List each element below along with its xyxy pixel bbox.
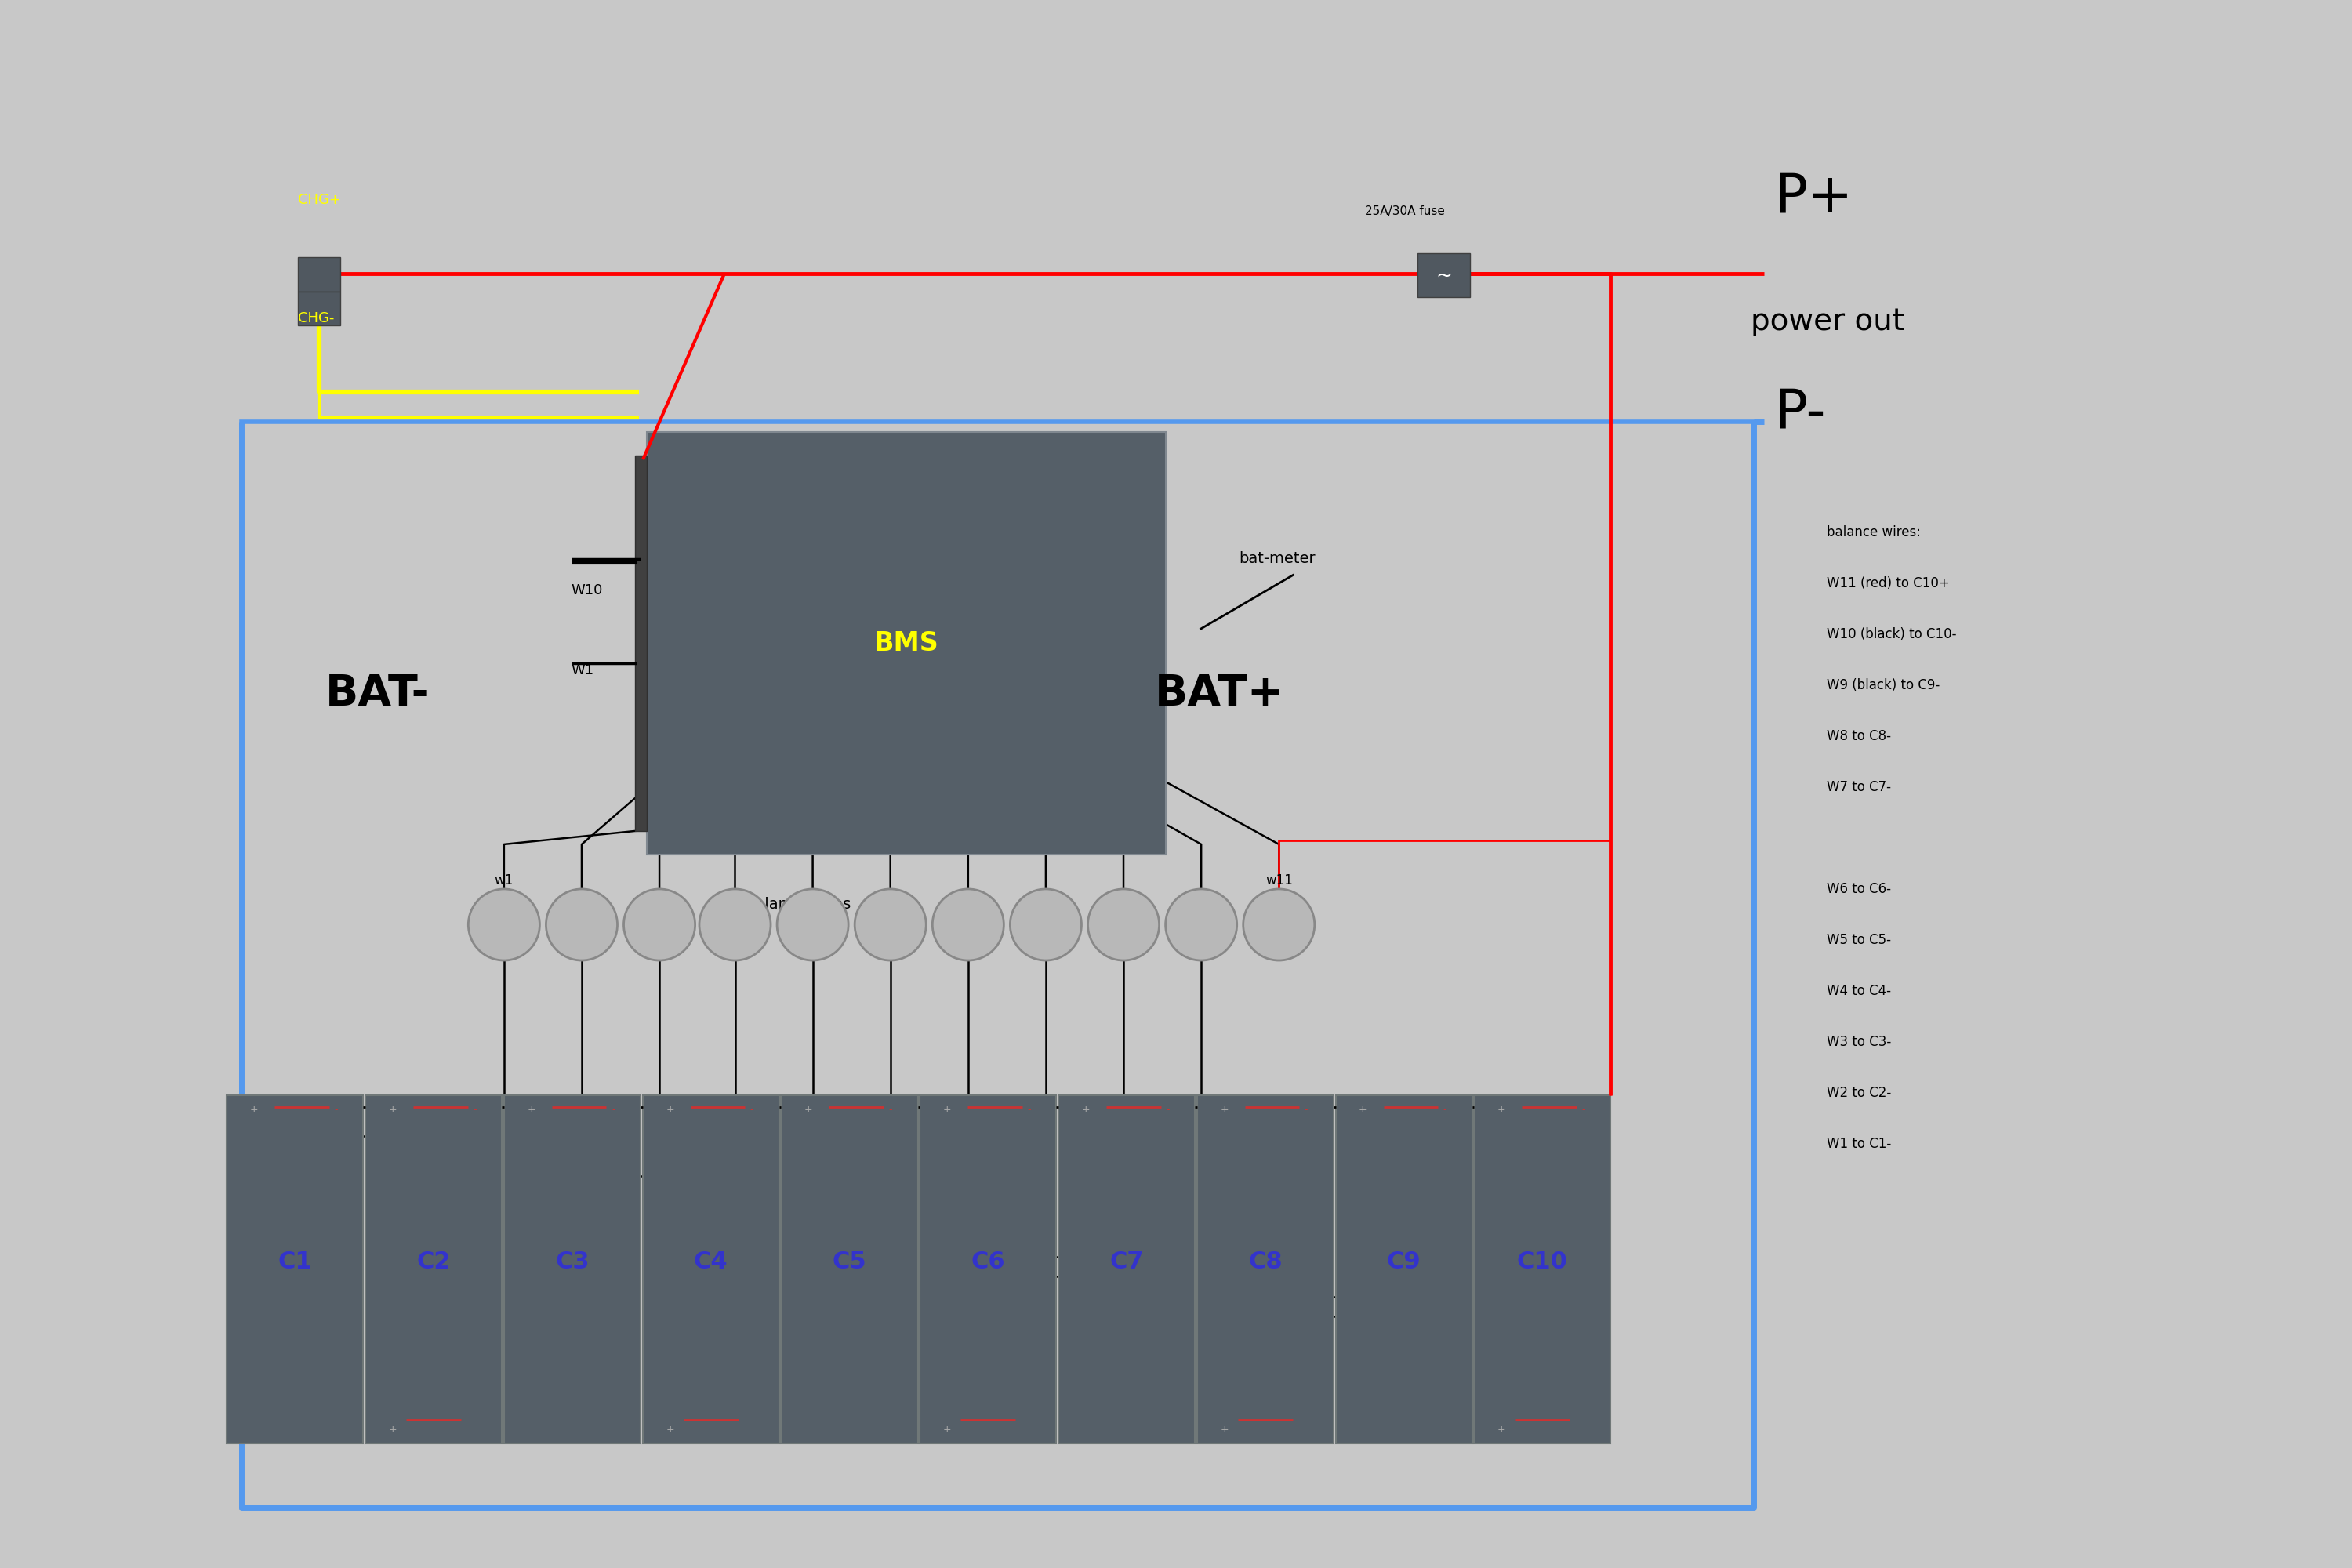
Bar: [365, 1096, 501, 1444]
Text: P-: P-: [1773, 386, 1825, 439]
Bar: [1475, 1096, 1611, 1444]
Bar: [642, 1096, 779, 1444]
Text: W1 to C1-: W1 to C1-: [1828, 1137, 1891, 1151]
Text: C10: C10: [1517, 1250, 1569, 1273]
Text: W10 (black) to C10-: W10 (black) to C10-: [1828, 627, 1957, 641]
Bar: [1197, 1096, 1334, 1444]
Text: CHG+: CHG+: [299, 193, 341, 207]
Circle shape: [468, 889, 539, 961]
Text: -: -: [750, 1104, 753, 1115]
Text: +: +: [804, 1104, 814, 1115]
Bar: [503, 1096, 640, 1444]
Text: +: +: [943, 1424, 950, 1435]
Text: C8: C8: [1249, 1250, 1282, 1273]
Text: -: -: [473, 1104, 477, 1115]
Text: +: +: [1498, 1104, 1505, 1115]
Text: +: +: [1082, 1104, 1089, 1115]
Text: C7: C7: [1110, 1250, 1143, 1273]
Bar: [920, 1096, 1056, 1444]
Circle shape: [931, 889, 1004, 961]
Circle shape: [1087, 889, 1160, 961]
Bar: [1418, 254, 1470, 298]
Text: +: +: [666, 1104, 675, 1115]
Text: C2: C2: [416, 1250, 452, 1273]
Text: +: +: [943, 1104, 950, 1115]
Bar: [242, 422, 1755, 1508]
Bar: [226, 1096, 362, 1444]
Text: -: -: [889, 1104, 891, 1115]
Text: W6 to C6-: W6 to C6-: [1828, 883, 1891, 897]
Text: BAT+: BAT+: [1155, 673, 1284, 715]
Circle shape: [1244, 889, 1315, 961]
Circle shape: [1009, 889, 1082, 961]
Bar: [299, 257, 341, 292]
Text: W10: W10: [572, 583, 602, 597]
Circle shape: [699, 889, 771, 961]
Text: C6: C6: [971, 1250, 1004, 1273]
Text: +: +: [388, 1104, 397, 1115]
Text: +: +: [1221, 1424, 1228, 1435]
Bar: [647, 433, 1167, 855]
Text: C1: C1: [278, 1250, 313, 1273]
Text: P+: P+: [1773, 171, 1853, 223]
Text: +: +: [1221, 1104, 1228, 1115]
Circle shape: [623, 889, 696, 961]
Text: CHG-: CHG-: [299, 312, 334, 326]
Text: -: -: [334, 1104, 339, 1115]
Text: w11: w11: [1265, 873, 1294, 887]
Circle shape: [546, 889, 616, 961]
Text: -: -: [1581, 1104, 1585, 1115]
Text: 25A/30A fuse: 25A/30A fuse: [1364, 205, 1444, 216]
Text: w1: w1: [494, 873, 513, 887]
Text: BAT-: BAT-: [325, 673, 430, 715]
Bar: [299, 292, 341, 326]
Text: +: +: [666, 1424, 675, 1435]
Text: -: -: [1305, 1104, 1308, 1115]
Text: ~: ~: [1435, 267, 1451, 285]
Text: +: +: [1498, 1424, 1505, 1435]
Text: C4: C4: [694, 1250, 729, 1273]
Bar: [781, 1096, 917, 1444]
Text: +: +: [1359, 1104, 1367, 1115]
Bar: [635, 456, 647, 831]
Text: C9: C9: [1388, 1250, 1421, 1273]
Text: W11 (red) to C10+: W11 (red) to C10+: [1828, 577, 1950, 591]
Circle shape: [854, 889, 927, 961]
Text: W1: W1: [572, 663, 595, 677]
Text: -: -: [1028, 1104, 1030, 1115]
Circle shape: [776, 889, 849, 961]
Text: W4 to C4-: W4 to C4-: [1828, 985, 1891, 999]
Text: BMS: BMS: [873, 630, 938, 657]
Text: -: -: [1167, 1104, 1169, 1115]
Text: W3 to C3-: W3 to C3-: [1828, 1035, 1891, 1049]
Text: -: -: [1444, 1104, 1446, 1115]
Text: balance wires: balance wires: [746, 897, 851, 913]
Text: power out: power out: [1750, 307, 1905, 337]
Text: W5 to C5-: W5 to C5-: [1828, 933, 1891, 947]
Text: W2 to C2-: W2 to C2-: [1828, 1087, 1891, 1101]
Bar: [1336, 1096, 1472, 1444]
Text: +: +: [388, 1424, 397, 1435]
Circle shape: [1167, 889, 1237, 961]
Text: C3: C3: [555, 1250, 590, 1273]
Text: balance wires:: balance wires:: [1828, 525, 1922, 539]
Text: W8 to C8-: W8 to C8-: [1828, 729, 1891, 743]
Text: +: +: [527, 1104, 536, 1115]
Text: W9 (black) to C9-: W9 (black) to C9-: [1828, 679, 1940, 693]
Text: -: -: [612, 1104, 614, 1115]
Text: C5: C5: [833, 1250, 866, 1273]
Text: bat-meter: bat-meter: [1240, 552, 1315, 566]
Text: +: +: [249, 1104, 259, 1115]
Text: W7 to C7-: W7 to C7-: [1828, 781, 1891, 795]
Bar: [1058, 1096, 1195, 1444]
